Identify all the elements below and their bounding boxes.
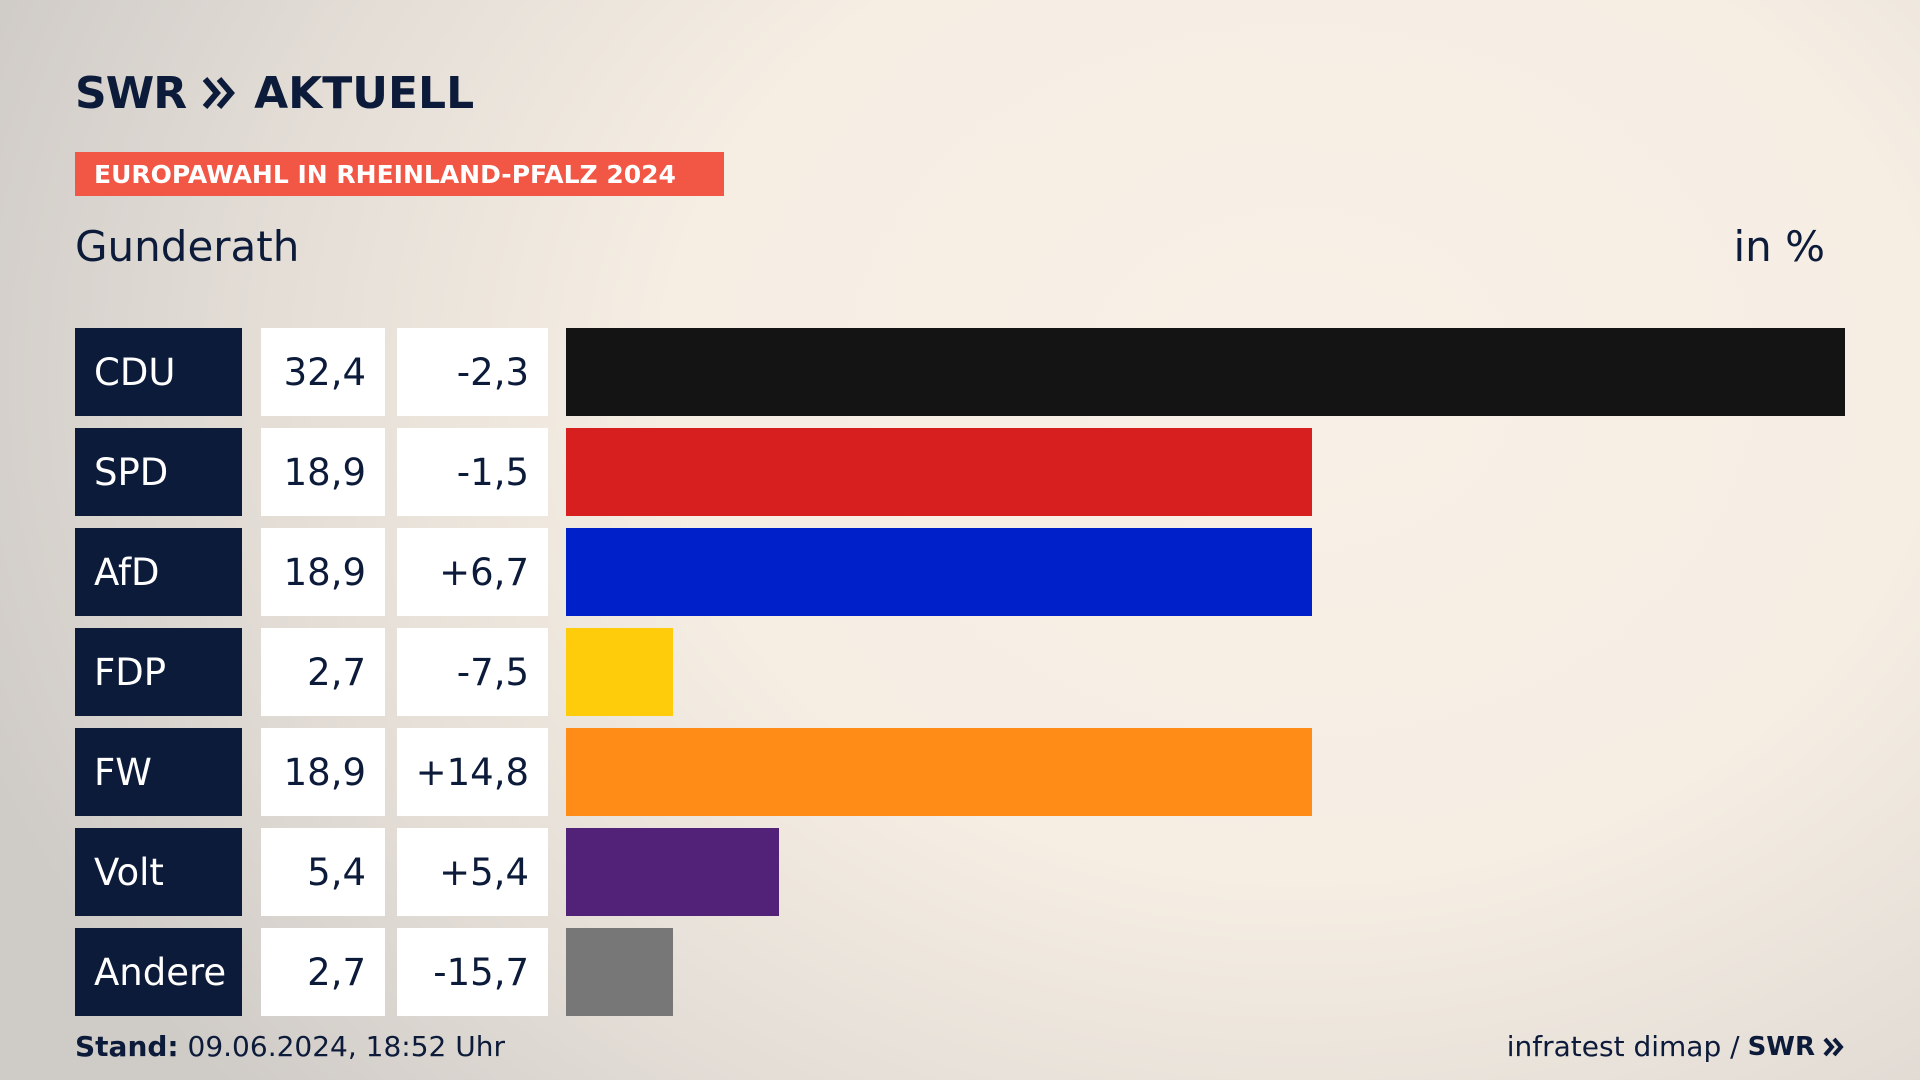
result-bar xyxy=(566,728,1312,816)
source-brand: SWR xyxy=(1747,1031,1815,1062)
source-text: infratest dimap / xyxy=(1506,1030,1740,1063)
vote-share-value: 2,7 xyxy=(261,628,385,716)
vote-change-value: +14,8 xyxy=(397,728,548,816)
stand-value: 09.06.2024, 18:52 Uhr xyxy=(187,1030,505,1063)
result-row: AfD 18,9 +6,7 xyxy=(75,528,1845,616)
result-row: FW 18,9 +14,8 xyxy=(75,728,1845,816)
vote-share-value: 18,9 xyxy=(261,428,385,516)
vote-share-value: 5,4 xyxy=(261,828,385,916)
party-label: Andere xyxy=(75,928,242,1016)
result-row: Andere 2,7 -15,7 xyxy=(75,928,1845,1016)
party-label: CDU xyxy=(75,328,242,416)
party-label: SPD xyxy=(75,428,242,516)
vote-share-value: 18,9 xyxy=(261,528,385,616)
vote-share-value: 32,4 xyxy=(261,328,385,416)
vote-share-value: 18,9 xyxy=(261,728,385,816)
result-bar xyxy=(566,328,1845,416)
party-label: FW xyxy=(75,728,242,816)
result-bar xyxy=(566,628,673,716)
vote-change-value: +5,4 xyxy=(397,828,548,916)
vote-change-value: -7,5 xyxy=(397,628,548,716)
result-bar xyxy=(566,828,779,916)
result-bar xyxy=(566,528,1312,616)
unit-label: in % xyxy=(1733,222,1825,271)
region-title: Gunderath xyxy=(75,222,300,271)
election-banner: EUROPAWAHL IN RHEINLAND-PFALZ 2024 xyxy=(75,152,724,196)
stand-label: Stand: xyxy=(75,1030,179,1063)
source-credit: infratest dimap / SWR xyxy=(1507,1030,1845,1063)
party-label: Volt xyxy=(75,828,242,916)
vote-change-value: +6,7 xyxy=(397,528,548,616)
party-label: FDP xyxy=(75,628,242,716)
timestamp: Stand: 09.06.2024, 18:52 Uhr xyxy=(75,1030,505,1063)
double-chevron-icon xyxy=(202,77,236,109)
party-label: AfD xyxy=(75,528,242,616)
brand-swr: SWR xyxy=(75,67,187,119)
result-bar xyxy=(566,428,1312,516)
vote-change-value: -2,3 xyxy=(397,328,548,416)
result-row: FDP 2,7 -7,5 xyxy=(75,628,1845,716)
brand-aktuell: AKTUELL xyxy=(254,67,475,119)
vote-change-value: -1,5 xyxy=(397,428,548,516)
vote-share-value: 2,7 xyxy=(261,928,385,1016)
result-row: Volt 5,4 +5,4 xyxy=(75,828,1845,916)
result-row: SPD 18,9 -1,5 xyxy=(75,428,1845,516)
result-row: CDU 32,4 -2,3 xyxy=(75,328,1845,416)
double-chevron-small-icon xyxy=(1823,1037,1844,1056)
vote-change-value: -15,7 xyxy=(397,928,548,1016)
swr-aktuell-logo: SWR AKTUELL xyxy=(75,67,475,119)
result-bar xyxy=(566,928,673,1016)
